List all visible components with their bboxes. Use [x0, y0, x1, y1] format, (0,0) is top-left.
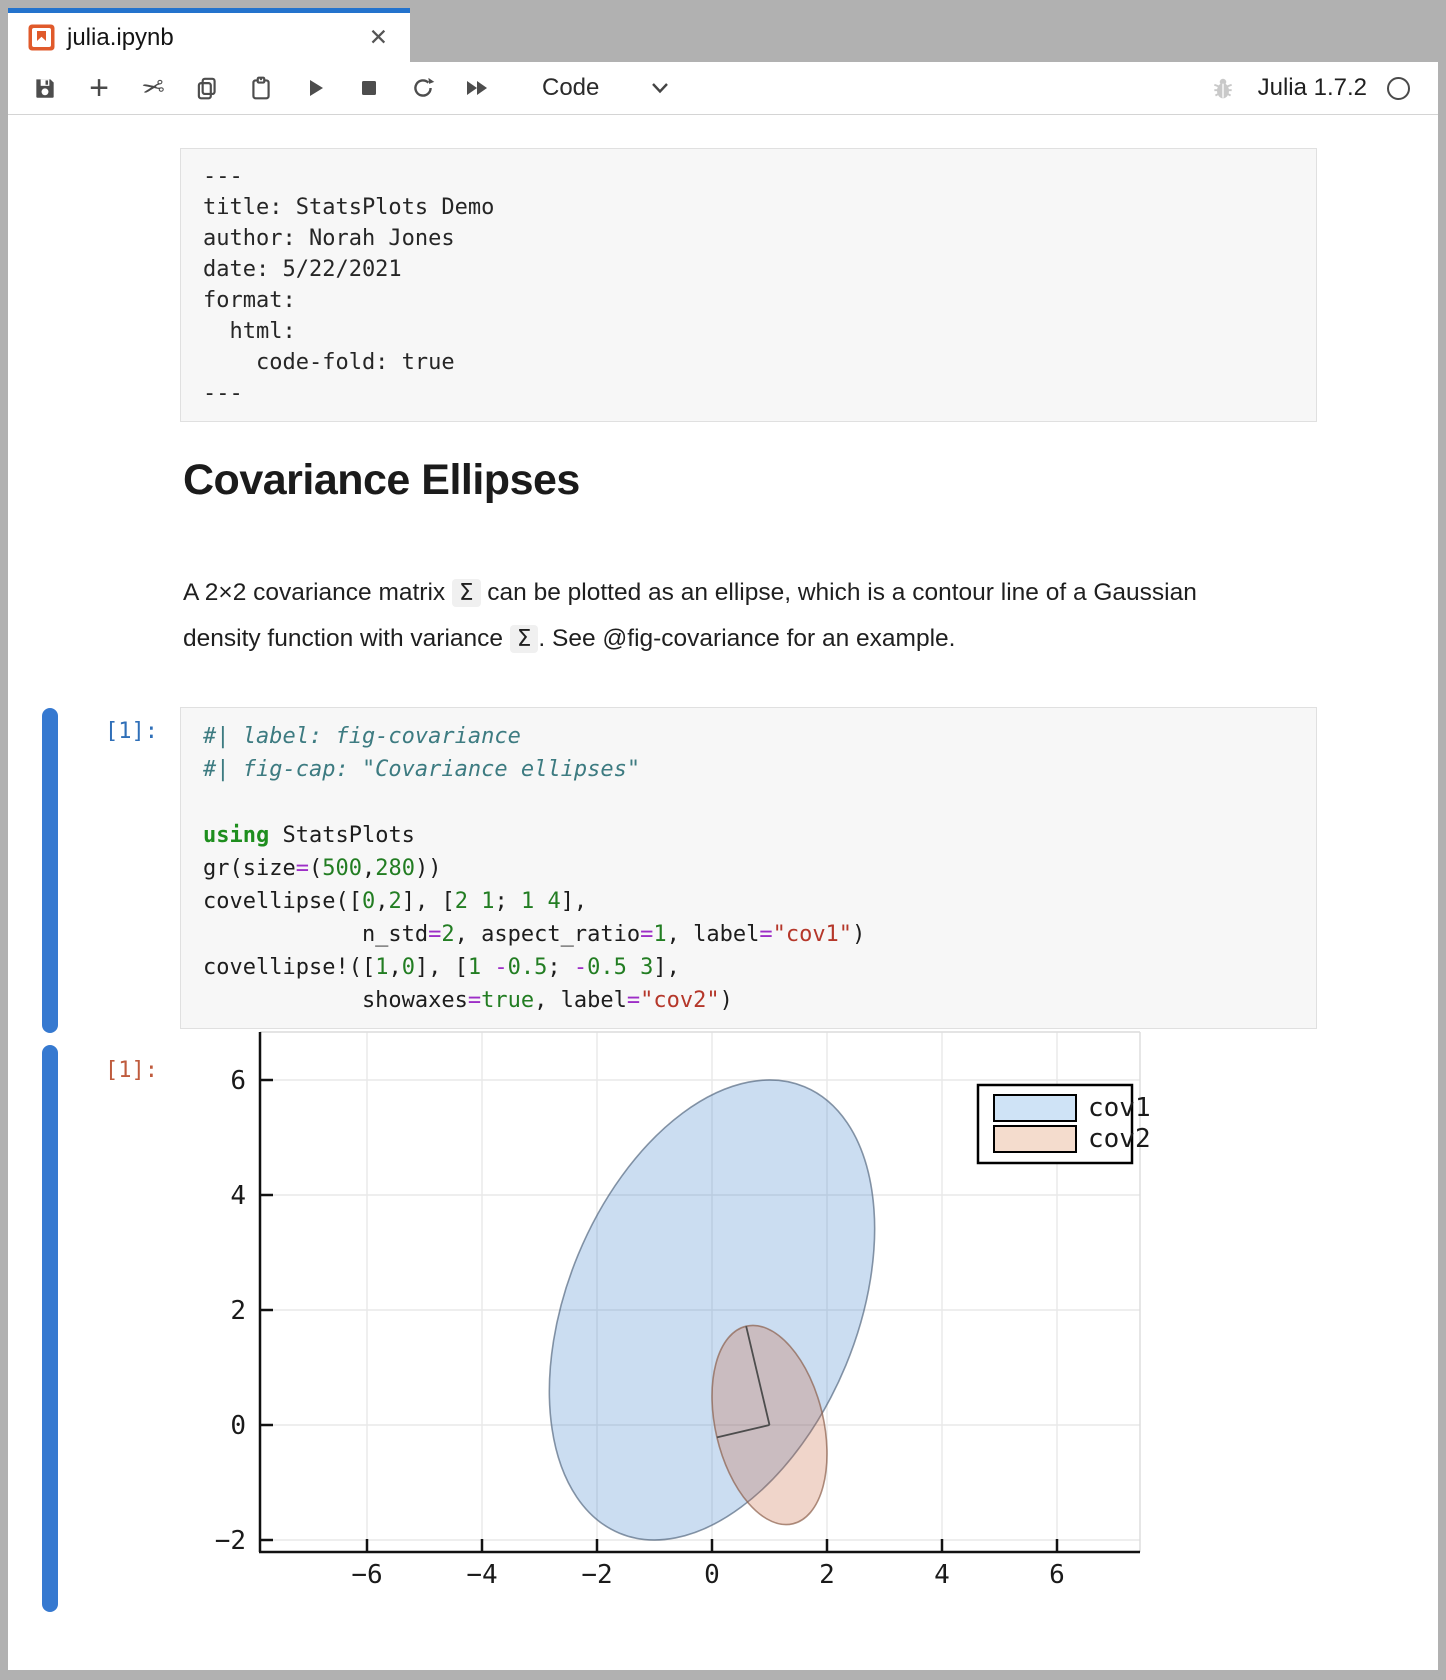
- code-line: [203, 786, 1316, 819]
- code-cell[interactable]: #| label: fig-covariance #| fig-cap: "Cov…: [180, 707, 1317, 1029]
- cut-cell-button[interactable]: ✂: [126, 67, 180, 109]
- code-line: using StatsPlots: [203, 823, 415, 848]
- execution-count-output: [1]:: [105, 1058, 158, 1083]
- run-all-cells-button[interactable]: [450, 67, 504, 109]
- cell-type-dropdown[interactable]: Code: [542, 74, 600, 101]
- yaml-front-matter-cell[interactable]: --- title: StatsPlots Demo author: Norah…: [180, 148, 1317, 422]
- svg-text:4: 4: [934, 1560, 950, 1590]
- svg-text:0: 0: [704, 1560, 720, 1590]
- run-cell-icon: [310, 80, 323, 96]
- output-cell-indicator-bar[interactable]: [42, 1045, 58, 1612]
- svg-text:−6: −6: [351, 1560, 382, 1590]
- svg-text:2: 2: [819, 1560, 835, 1590]
- execution-count-input: [1]:: [105, 719, 158, 744]
- paste-cell-icon: [252, 76, 270, 100]
- svg-text:cov2: cov2: [1088, 1124, 1151, 1154]
- code-line: showaxes=true, label="cov2"): [203, 988, 733, 1013]
- code-line: covellipse([0,2], [2 1; 1 4],: [203, 889, 588, 914]
- paste-cell-button[interactable]: [234, 67, 288, 109]
- restart-kernel-button[interactable]: [396, 67, 450, 109]
- add-cell-icon: +: [89, 69, 109, 107]
- section-heading: Covariance Ellipses: [183, 456, 580, 504]
- svg-text:−2: −2: [581, 1560, 612, 1590]
- svg-text:cov1: cov1: [1088, 1093, 1151, 1123]
- tab-julia-ipynb[interactable]: julia.ipynb ✕: [8, 8, 410, 62]
- copy-cell-icon: [197, 77, 216, 100]
- markdown-paragraph: A 2×2 covariance matrix Σ can be plotted…: [183, 579, 1197, 653]
- svg-text:−2: −2: [215, 1526, 246, 1556]
- copy-cell-button[interactable]: [180, 67, 234, 109]
- save-button[interactable]: [18, 67, 72, 109]
- svg-text:6: 6: [230, 1066, 246, 1096]
- svg-text:0: 0: [230, 1411, 246, 1441]
- notebook-toolbar: + ✂: [8, 62, 1438, 115]
- inline-code-sigma: Σ: [509, 625, 539, 653]
- code-line: #| label: fig-covariance: [203, 724, 521, 749]
- cut-cell-icon: ✂: [139, 70, 167, 105]
- run-all-cells-icon: [467, 81, 487, 95]
- svg-text:2: 2: [230, 1296, 246, 1326]
- close-icon[interactable]: ✕: [368, 24, 388, 50]
- interrupt-kernel-button[interactable]: [342, 67, 396, 109]
- code-line: n_std=2, aspect_ratio=1, label="cov1"): [203, 922, 866, 947]
- run-cell-button[interactable]: [288, 67, 342, 109]
- add-cell-button[interactable]: +: [72, 67, 126, 109]
- notebook-icon: [28, 24, 55, 51]
- kernel-name-label[interactable]: Julia 1.7.2: [1257, 74, 1367, 101]
- save-icon: [36, 79, 54, 98]
- code-cell-indicator-bar[interactable]: [42, 708, 58, 1033]
- interrupt-kernel-icon: [362, 81, 376, 95]
- svg-text:−4: −4: [466, 1560, 497, 1590]
- inline-code-sigma: Σ: [451, 579, 481, 607]
- svg-text:4: 4: [230, 1181, 246, 1211]
- code-line: #| fig-cap: "Covariance ellipses": [203, 757, 641, 782]
- kernel-status-icon: [1387, 76, 1410, 100]
- code-line: gr(size=(500,280)): [203, 856, 442, 881]
- tab-title: julia.ipynb: [67, 23, 174, 51]
- restart-kernel-icon: [414, 77, 435, 97]
- svg-text:6: 6: [1049, 1560, 1065, 1590]
- chevron-down-icon[interactable]: [651, 82, 669, 94]
- bug-icon[interactable]: [1210, 75, 1236, 101]
- code-line: covellipse!([1,0], [1 -0.5; -0.5 3],: [203, 955, 680, 980]
